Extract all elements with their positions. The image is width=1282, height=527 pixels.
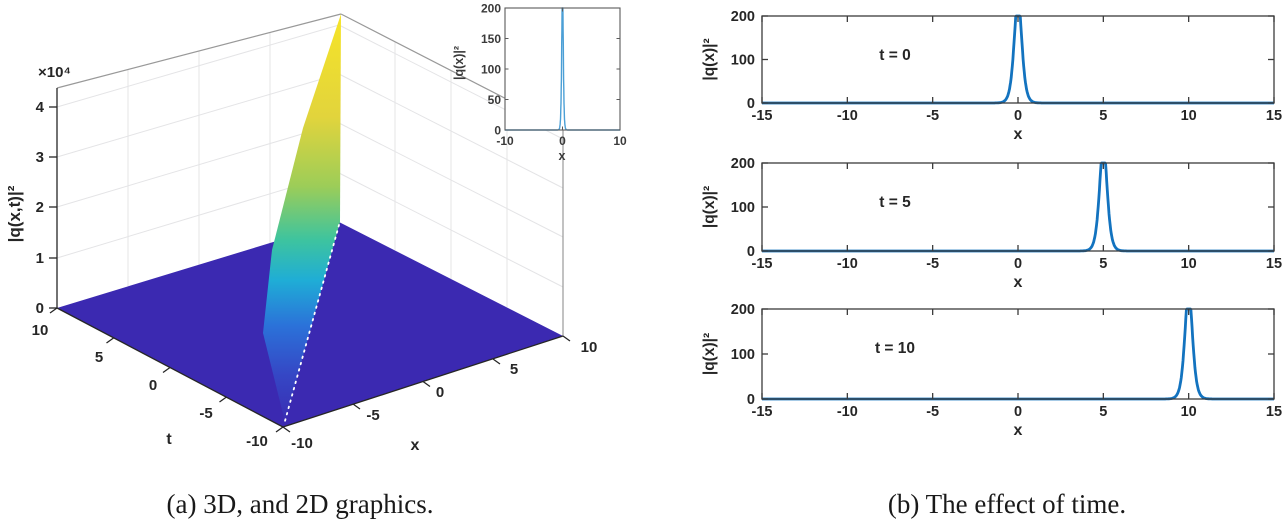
x-tick-label: -10 <box>291 435 313 452</box>
x-tick-label: 0 <box>1014 256 1022 272</box>
z-tick-label: 1 <box>36 250 44 267</box>
y-tick-label: 100 <box>731 53 755 69</box>
x-tick-label: -15 <box>752 108 773 124</box>
x-tick-label: -10 <box>837 108 858 124</box>
x-tick-label: 10 <box>1181 256 1197 272</box>
panel-a-inset-plot: 200 150 100 50 0 -10 0 10 x |q(x)|² <box>452 2 627 164</box>
x-tick-label: 5 <box>1099 404 1107 420</box>
z-tick-label: 3 <box>36 149 44 166</box>
inset-y-tick-label: 100 <box>481 63 501 77</box>
x-tick-label: 0 <box>1014 404 1022 420</box>
z-axis-label: |q(x,t)|² <box>5 185 24 242</box>
y-tick-label: 100 <box>731 200 755 216</box>
y-axis-label: |q(x)|² <box>701 38 718 80</box>
x-axis-label: x <box>1014 126 1023 143</box>
y-tick-label: 100 <box>731 347 755 363</box>
inset-tick-marks <box>505 8 620 130</box>
x-tick-label: 0 <box>1014 108 1022 124</box>
inset-y-tick-label: 0 <box>494 124 501 138</box>
z-tick-label: 4 <box>36 99 45 116</box>
x-tick-label: 10 <box>581 339 598 356</box>
ridge-dotted-line <box>284 224 340 422</box>
caption-b: (b) The effect of time. <box>888 489 1126 519</box>
x-axis-label: x <box>1014 274 1023 291</box>
x-tick-label: 15 <box>1266 108 1282 124</box>
inset-x-tick-label: 10 <box>613 134 627 148</box>
t-tick-label: 10 <box>32 322 49 339</box>
y-tick-label: 0 <box>747 244 755 260</box>
x-tick-label: -15 <box>752 404 773 420</box>
t-tick-label: -10 <box>246 433 268 450</box>
x-tick-label: -5 <box>926 256 939 272</box>
curve-t10 <box>761 307 1275 401</box>
z-tick-label: 2 <box>36 199 44 216</box>
inset-y-tick-label: 200 <box>481 2 501 16</box>
t-tick-label: 5 <box>95 349 103 366</box>
time-annotation: t = 5 <box>879 194 911 211</box>
time-annotation: t = 0 <box>879 47 910 64</box>
y-tick-label: 200 <box>731 9 755 25</box>
x-tick-label: 15 <box>1266 404 1282 420</box>
x-tick-label: 5 <box>1099 108 1107 124</box>
x-tick-label: -15 <box>752 256 773 272</box>
inset-y-axis-label: |q(x)|² <box>452 46 466 80</box>
z-exponent-label: ×10⁴ <box>38 64 71 81</box>
curve-t5 <box>761 161 1275 253</box>
x-tick-label: 5 <box>1099 256 1107 272</box>
soliton-wall <box>263 14 341 422</box>
curve-t0 <box>761 14 1275 105</box>
y-tick-label: 0 <box>747 392 755 408</box>
x-tick-label: -10 <box>837 256 858 272</box>
x-tick-label: 5 <box>510 361 518 378</box>
x-tick-label: -5 <box>926 404 939 420</box>
inset-y-tick-label: 150 <box>481 32 501 46</box>
t-tick-label: 0 <box>149 377 157 394</box>
panel-b-subplot-t5: -15 -10 -5 0 5 10 15 200 100 0 x |q(x)|² t = 5 <box>701 156 1282 291</box>
x-tick-label: -5 <box>366 407 379 424</box>
t-tick-label: -5 <box>199 405 212 422</box>
time-annotation: t = 10 <box>875 340 915 357</box>
z-tick-label: 0 <box>36 300 44 317</box>
x-tick-label: 0 <box>436 384 444 401</box>
inset-x-tick-label: -10 <box>496 134 514 148</box>
x-axis-label: x <box>1014 422 1023 439</box>
x-tick-label: 15 <box>1266 256 1282 272</box>
panel-a-3d-plot: ×10⁴ 4 3 2 1 0 |q(x,t)|² 10 5 0 -5 -10 t… <box>5 2 627 455</box>
panel-b-subplot-t0: -15 -10 -5 0 5 10 15 200 100 0 x |q(x)|² t = 0 <box>701 9 1282 143</box>
caption-a: (a) 3D, and 2D graphics. <box>167 489 434 519</box>
y-tick-label: 200 <box>731 156 755 172</box>
x-tick-label: 10 <box>1181 404 1197 420</box>
y-tick-label: 200 <box>731 302 755 318</box>
inset-x-tick-label: 0 <box>559 134 566 148</box>
t-axis-label: t <box>166 431 172 448</box>
panel-b-subplot-t10: -15 -10 -5 0 5 10 15 200 100 0 x |q(x)|² t = 10 <box>701 302 1282 439</box>
y-axis-label: |q(x)|² <box>701 333 718 375</box>
axes-box <box>761 15 1275 104</box>
axis-tick-marks <box>49 106 571 433</box>
y-tick-label: 0 <box>747 96 755 112</box>
axes-box <box>761 162 1275 252</box>
x-axis-label: x <box>411 437 420 454</box>
y-axis-label: |q(x)|² <box>701 186 718 228</box>
x-tick-label: -5 <box>926 108 939 124</box>
inset-y-tick-label: 50 <box>488 93 502 107</box>
x-tick-label: -10 <box>837 404 858 420</box>
inset-x-axis-label: x <box>559 149 566 163</box>
x-tick-label: 10 <box>1181 108 1197 124</box>
